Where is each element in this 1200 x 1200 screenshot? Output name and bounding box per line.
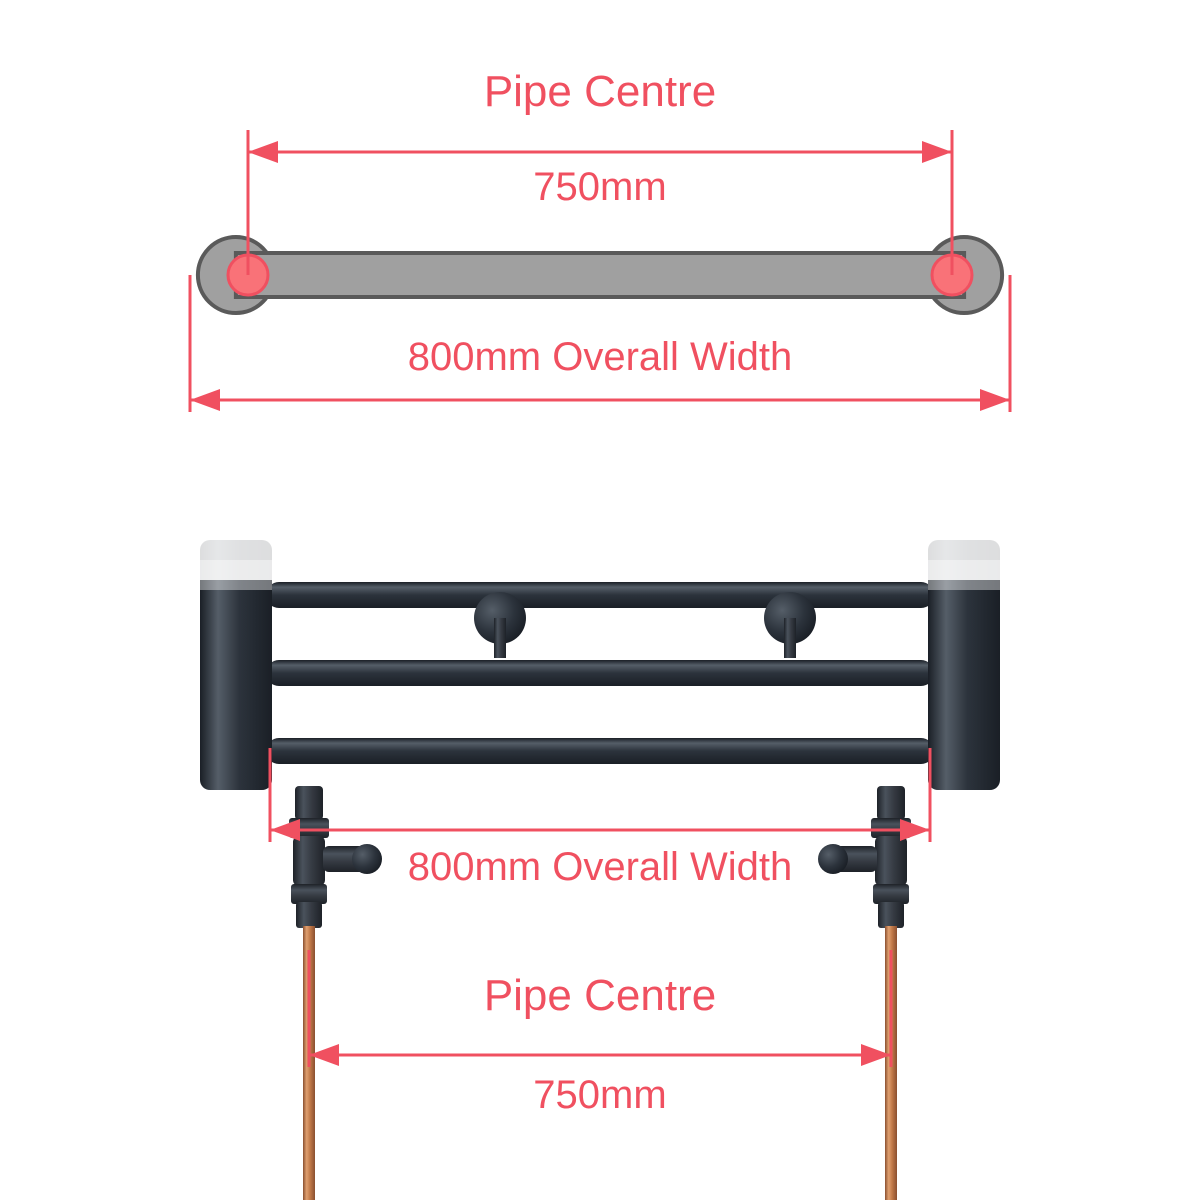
- front-view: 800mm Overall Width Pipe Centre 750mm: [200, 540, 1000, 1200]
- top-view: Pipe Centre 750mm 800mm Overall Width: [190, 67, 1010, 412]
- radiator-valve: [818, 786, 911, 1200]
- radiator-bar: [266, 738, 934, 764]
- wall-bracket-stem: [494, 618, 506, 658]
- top-pipe-centre-value: 750mm: [533, 165, 666, 209]
- front-pipe-centre-label: Pipe Centre: [484, 971, 716, 1020]
- wall-bracket-stem: [784, 618, 796, 658]
- front-overall-width-value: 800mm Overall Width: [408, 845, 793, 889]
- front-pipe-centre-value: 750mm: [533, 1073, 666, 1117]
- radiator-valve: [289, 786, 382, 1200]
- top-overall-width-value: 800mm Overall Width: [408, 335, 793, 379]
- radiator-bar: [266, 660, 934, 686]
- radiator-bar: [266, 582, 934, 608]
- top-pipe-centre-label: Pipe Centre: [484, 67, 716, 116]
